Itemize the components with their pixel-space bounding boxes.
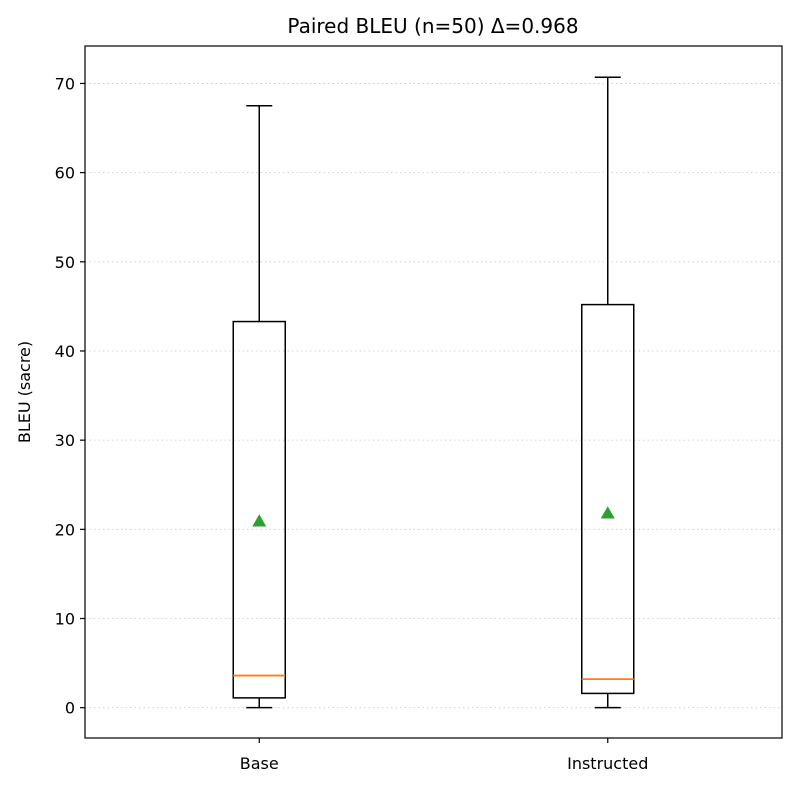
y-axis-ticks: 0 10 20 30 40 50 60 70 xyxy=(55,74,85,718)
y-tick-label-10: 10 xyxy=(55,610,75,629)
iqr-box xyxy=(581,303,635,695)
box-group-1 xyxy=(581,76,635,709)
box-plots xyxy=(232,76,635,709)
x-tick-label-1: Instructed xyxy=(567,754,648,773)
chart-title: Paired BLEU (n=50) Δ=0.968 xyxy=(287,14,578,38)
mean-marker xyxy=(252,514,267,527)
y-tick-label-60: 60 xyxy=(55,164,75,183)
y-tick-label-30: 30 xyxy=(55,431,75,450)
x-axis-ticks: Base Instructed xyxy=(240,738,648,773)
x-tick-label-0: Base xyxy=(240,754,279,773)
y-tick-label-0: 0 xyxy=(65,699,75,718)
y-tick-label-70: 70 xyxy=(55,74,75,93)
y-tick-label-50: 50 xyxy=(55,253,75,272)
box-group-0 xyxy=(232,104,286,709)
iqr-box xyxy=(232,320,286,699)
plot-frame xyxy=(84,45,783,739)
y-axis-label: BLEU (sacre) xyxy=(15,341,34,443)
grid-lines xyxy=(85,83,782,709)
mean-marker xyxy=(600,506,615,519)
y-tick-label-20: 20 xyxy=(55,520,75,539)
y-tick-label-40: 40 xyxy=(55,342,75,361)
